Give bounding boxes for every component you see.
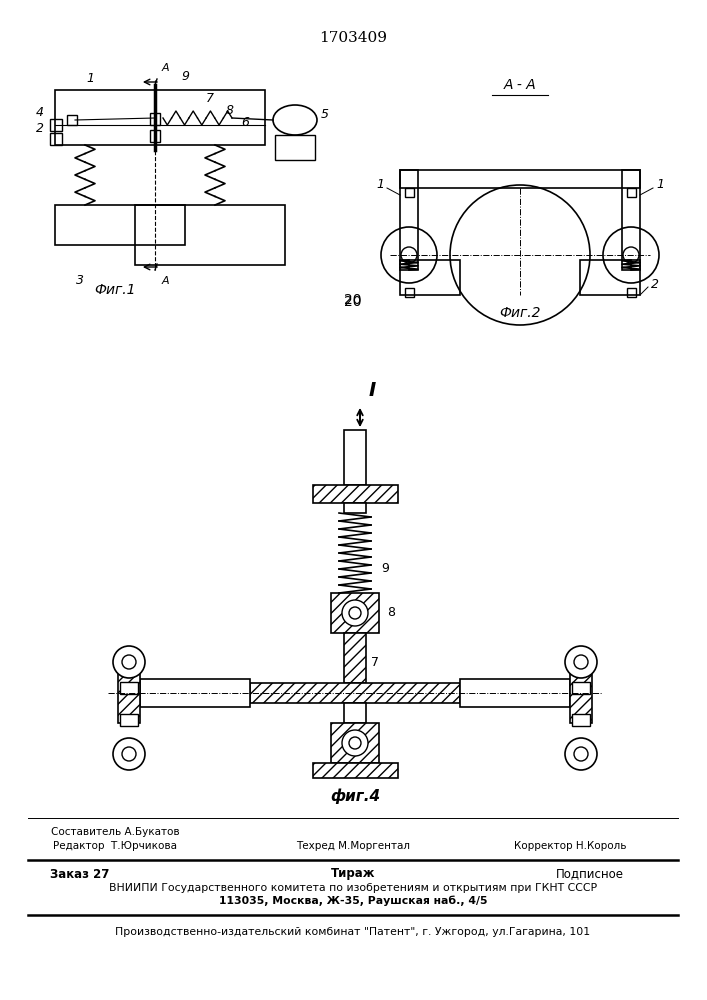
- Text: 1: 1: [376, 178, 384, 192]
- Circle shape: [113, 738, 145, 770]
- Text: 2: 2: [651, 278, 659, 292]
- Text: 8: 8: [226, 104, 234, 116]
- Text: фиг.4: фиг.4: [330, 788, 380, 804]
- Bar: [344, 503, 366, 513]
- Circle shape: [342, 730, 368, 756]
- Text: 4: 4: [36, 105, 44, 118]
- Bar: [405, 188, 414, 197]
- Text: Техред М.Моргентал: Техред М.Моргентал: [296, 841, 410, 851]
- Bar: [55, 205, 185, 245]
- Text: ВНИИПИ Государственного комитета по изобретениям и открытиям при ГКНТ СССР: ВНИИПИ Государственного комитета по изоб…: [109, 883, 597, 893]
- Bar: [140, 679, 250, 707]
- Circle shape: [342, 600, 368, 626]
- Text: Корректор Н.Король: Корректор Н.Король: [514, 841, 626, 851]
- Text: 113035, Москва, Ж-35, Раушская наб., 4/5: 113035, Москва, Ж-35, Раушская наб., 4/5: [218, 896, 487, 906]
- Text: A: A: [161, 63, 169, 73]
- Bar: [400, 170, 640, 188]
- Text: I: I: [368, 380, 375, 399]
- Bar: [250, 683, 460, 703]
- Bar: [50, 119, 62, 131]
- Text: 2: 2: [36, 121, 44, 134]
- Bar: [460, 679, 570, 707]
- Bar: [150, 113, 160, 125]
- Text: Фиг.2: Фиг.2: [499, 306, 541, 320]
- Text: 20: 20: [344, 293, 362, 307]
- Text: Составитель А.Букатов: Составитель А.Букатов: [51, 827, 180, 837]
- Bar: [50, 133, 62, 145]
- Text: 9: 9: [181, 70, 189, 83]
- Bar: [55, 90, 265, 145]
- Bar: [570, 663, 592, 723]
- Bar: [344, 703, 366, 723]
- Bar: [405, 288, 414, 297]
- Text: A: A: [161, 276, 169, 286]
- Text: Подписное: Подписное: [556, 867, 624, 880]
- Text: Редактор  Т.Юрчикова: Редактор Т.Юрчикова: [53, 841, 177, 851]
- Bar: [331, 593, 379, 633]
- Bar: [120, 714, 138, 726]
- Text: 5: 5: [321, 108, 329, 121]
- Bar: [400, 260, 460, 295]
- Bar: [627, 188, 636, 197]
- Bar: [572, 714, 590, 726]
- Text: Заказ 27: Заказ 27: [50, 867, 110, 880]
- Bar: [622, 170, 640, 270]
- Text: 1: 1: [86, 72, 94, 85]
- Bar: [135, 205, 285, 265]
- Bar: [118, 663, 140, 723]
- Bar: [120, 682, 138, 694]
- Text: А - А: А - А: [503, 78, 537, 92]
- Text: Тираж: Тираж: [331, 867, 375, 880]
- Bar: [313, 485, 398, 503]
- Bar: [67, 115, 77, 125]
- Bar: [275, 135, 315, 160]
- Bar: [344, 430, 366, 485]
- Bar: [572, 682, 590, 694]
- Text: Производственно-издательский комбинат "Патент", г. Ужгород, ул.Гагарина, 101: Производственно-издательский комбинат "П…: [115, 927, 590, 937]
- Text: 8: 8: [387, 606, 395, 619]
- Circle shape: [565, 738, 597, 770]
- Bar: [627, 288, 636, 297]
- Text: 20: 20: [344, 295, 362, 309]
- Text: Фиг.1: Фиг.1: [94, 283, 136, 297]
- Circle shape: [113, 646, 145, 678]
- Text: 6: 6: [241, 116, 249, 129]
- Bar: [150, 130, 160, 142]
- Text: 9: 9: [381, 562, 389, 574]
- Circle shape: [565, 646, 597, 678]
- Bar: [331, 723, 379, 763]
- Bar: [400, 170, 418, 270]
- Bar: [344, 633, 366, 683]
- Text: 1: 1: [656, 178, 664, 192]
- Text: 7: 7: [206, 92, 214, 104]
- Bar: [580, 260, 640, 295]
- Bar: [313, 763, 398, 778]
- Text: 7: 7: [371, 656, 379, 670]
- Text: 1703409: 1703409: [319, 31, 387, 45]
- Text: 3: 3: [76, 273, 84, 286]
